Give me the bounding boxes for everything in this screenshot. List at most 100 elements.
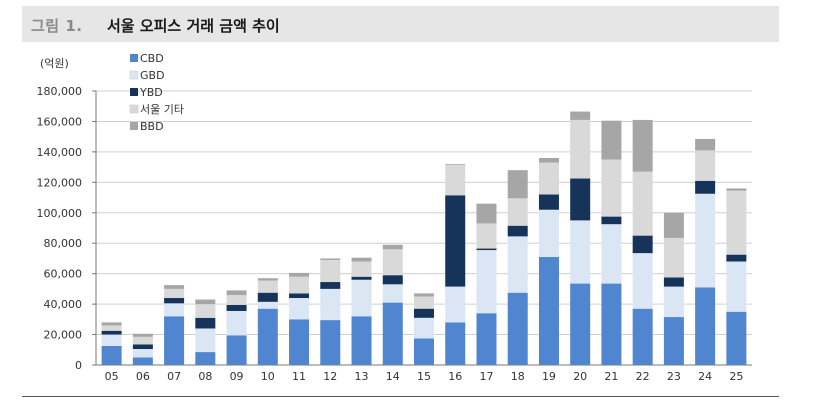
bar-segment-18	[507, 236, 528, 293]
x-tick-label: 10	[261, 370, 275, 383]
bar-segment-22	[632, 235, 653, 254]
bar-segment-09	[226, 294, 247, 305]
bar-segment-24	[695, 150, 716, 181]
bar-segment-21	[601, 216, 622, 225]
bar-segment-18	[507, 198, 528, 226]
legend-label: CBD	[140, 52, 164, 65]
bar-segment-08	[195, 304, 216, 318]
bar-segment-11	[289, 319, 310, 365]
bar-segment-19	[538, 162, 559, 195]
bar-segment-17	[476, 248, 497, 251]
bar-segment-23	[663, 317, 684, 365]
bar-segment-24	[695, 180, 716, 194]
legend-label: GBD	[140, 69, 165, 82]
bar-segment-07	[164, 316, 185, 365]
legend-label: 서울 기타	[140, 103, 184, 116]
bar-segment-18	[507, 292, 528, 365]
bar-segment-10	[257, 280, 278, 293]
bar-segment-09	[226, 310, 247, 336]
bar-segment-15	[414, 317, 434, 339]
bar-segment-19	[538, 209, 559, 257]
bar-segment-23	[663, 237, 684, 278]
bar-segment-16	[445, 164, 466, 165]
bar-segment-12	[320, 258, 341, 260]
bottom-rule	[22, 396, 779, 397]
bar-segment-23	[663, 277, 684, 287]
y-tick-label: 140,000	[37, 146, 83, 159]
y-tick-label: 180,000	[37, 85, 83, 98]
bar-segment-11	[289, 293, 310, 299]
x-tick-label: 07	[167, 370, 181, 383]
bar-segment-14	[382, 249, 403, 276]
legend-swatch	[130, 122, 138, 130]
bar-segment-13	[351, 261, 372, 277]
legend-label: BBD	[140, 120, 164, 133]
bar-segment-15	[414, 308, 434, 318]
bar-segment-25	[726, 190, 747, 255]
bar-segment-12	[320, 259, 341, 283]
bar-segment-15	[414, 293, 434, 297]
bar-segment-06	[132, 333, 153, 337]
bar-segment-08	[195, 299, 216, 305]
figure-title: 서울 오피스 거래 금액 추이	[107, 17, 280, 35]
x-tick-label: 17	[479, 370, 493, 383]
bar-segment-05	[101, 325, 122, 331]
bar-segment-19	[538, 256, 559, 365]
x-tick-label: 15	[417, 370, 431, 383]
bar-segment-24	[695, 138, 716, 151]
x-tick-label: 24	[698, 370, 712, 383]
y-tick-label: 40,000	[44, 298, 83, 311]
bar-segment-21	[601, 224, 622, 284]
bar-segment-06	[132, 349, 153, 358]
bar-segment-11	[289, 276, 310, 294]
bar-segment-17	[476, 313, 497, 365]
x-tick-label: 21	[604, 370, 618, 383]
figure-title-bar: 그림 1. 서울 오피스 거래 금액 추이	[22, 6, 779, 42]
bar-segment-09	[226, 304, 247, 311]
bar-segment-17	[476, 250, 497, 314]
bar-segment-08	[195, 328, 216, 353]
bar-segment-06	[132, 336, 153, 345]
bar-segment-05	[101, 330, 122, 335]
x-tick-label: 05	[105, 370, 119, 383]
bar-segment-20	[570, 178, 591, 221]
bar-segment-16	[445, 195, 466, 287]
legend-swatch	[129, 104, 139, 114]
bar-segment-25	[726, 261, 747, 312]
bar-segment-24	[695, 193, 716, 288]
x-tick-label: 19	[542, 370, 556, 383]
bar-segment-05	[101, 322, 122, 326]
x-tick-label: 22	[636, 370, 650, 383]
legend-swatch	[130, 88, 138, 96]
bar-segment-09	[226, 290, 247, 295]
bar-segment-25	[726, 311, 747, 365]
x-tick-label: 06	[136, 370, 150, 383]
bar-segment-14	[382, 244, 403, 250]
bar-segment-15	[414, 296, 434, 309]
y-tick-label: 80,000	[44, 237, 83, 250]
bar-segment-14	[382, 302, 403, 365]
x-tick-label: 16	[448, 370, 462, 383]
x-tick-label: 14	[386, 370, 400, 383]
bar-segment-16	[445, 286, 466, 323]
legend-swatch	[130, 54, 138, 62]
bar-segment-20	[570, 220, 591, 284]
bar-segment-21	[601, 159, 622, 217]
bar-segment-07	[164, 298, 185, 304]
y-tick-label: 160,000	[37, 115, 83, 128]
bar-segment-07	[164, 303, 185, 317]
bar-segment-17	[476, 203, 497, 224]
bar-segment-21	[601, 120, 622, 160]
bar-segment-22	[632, 119, 653, 172]
bar-segment-07	[164, 285, 185, 289]
bar-segment-10	[257, 292, 278, 302]
x-tick-label: 20	[573, 370, 587, 383]
bar-segment-14	[382, 284, 403, 303]
bar-segment-12	[320, 320, 341, 365]
bar-segment-05	[101, 345, 122, 365]
bar-segment-05	[101, 334, 122, 346]
bar-segment-23	[663, 286, 684, 318]
bar-segment-15	[414, 338, 434, 365]
bar-segment-08	[195, 352, 216, 365]
bar-segment-25	[726, 188, 747, 191]
